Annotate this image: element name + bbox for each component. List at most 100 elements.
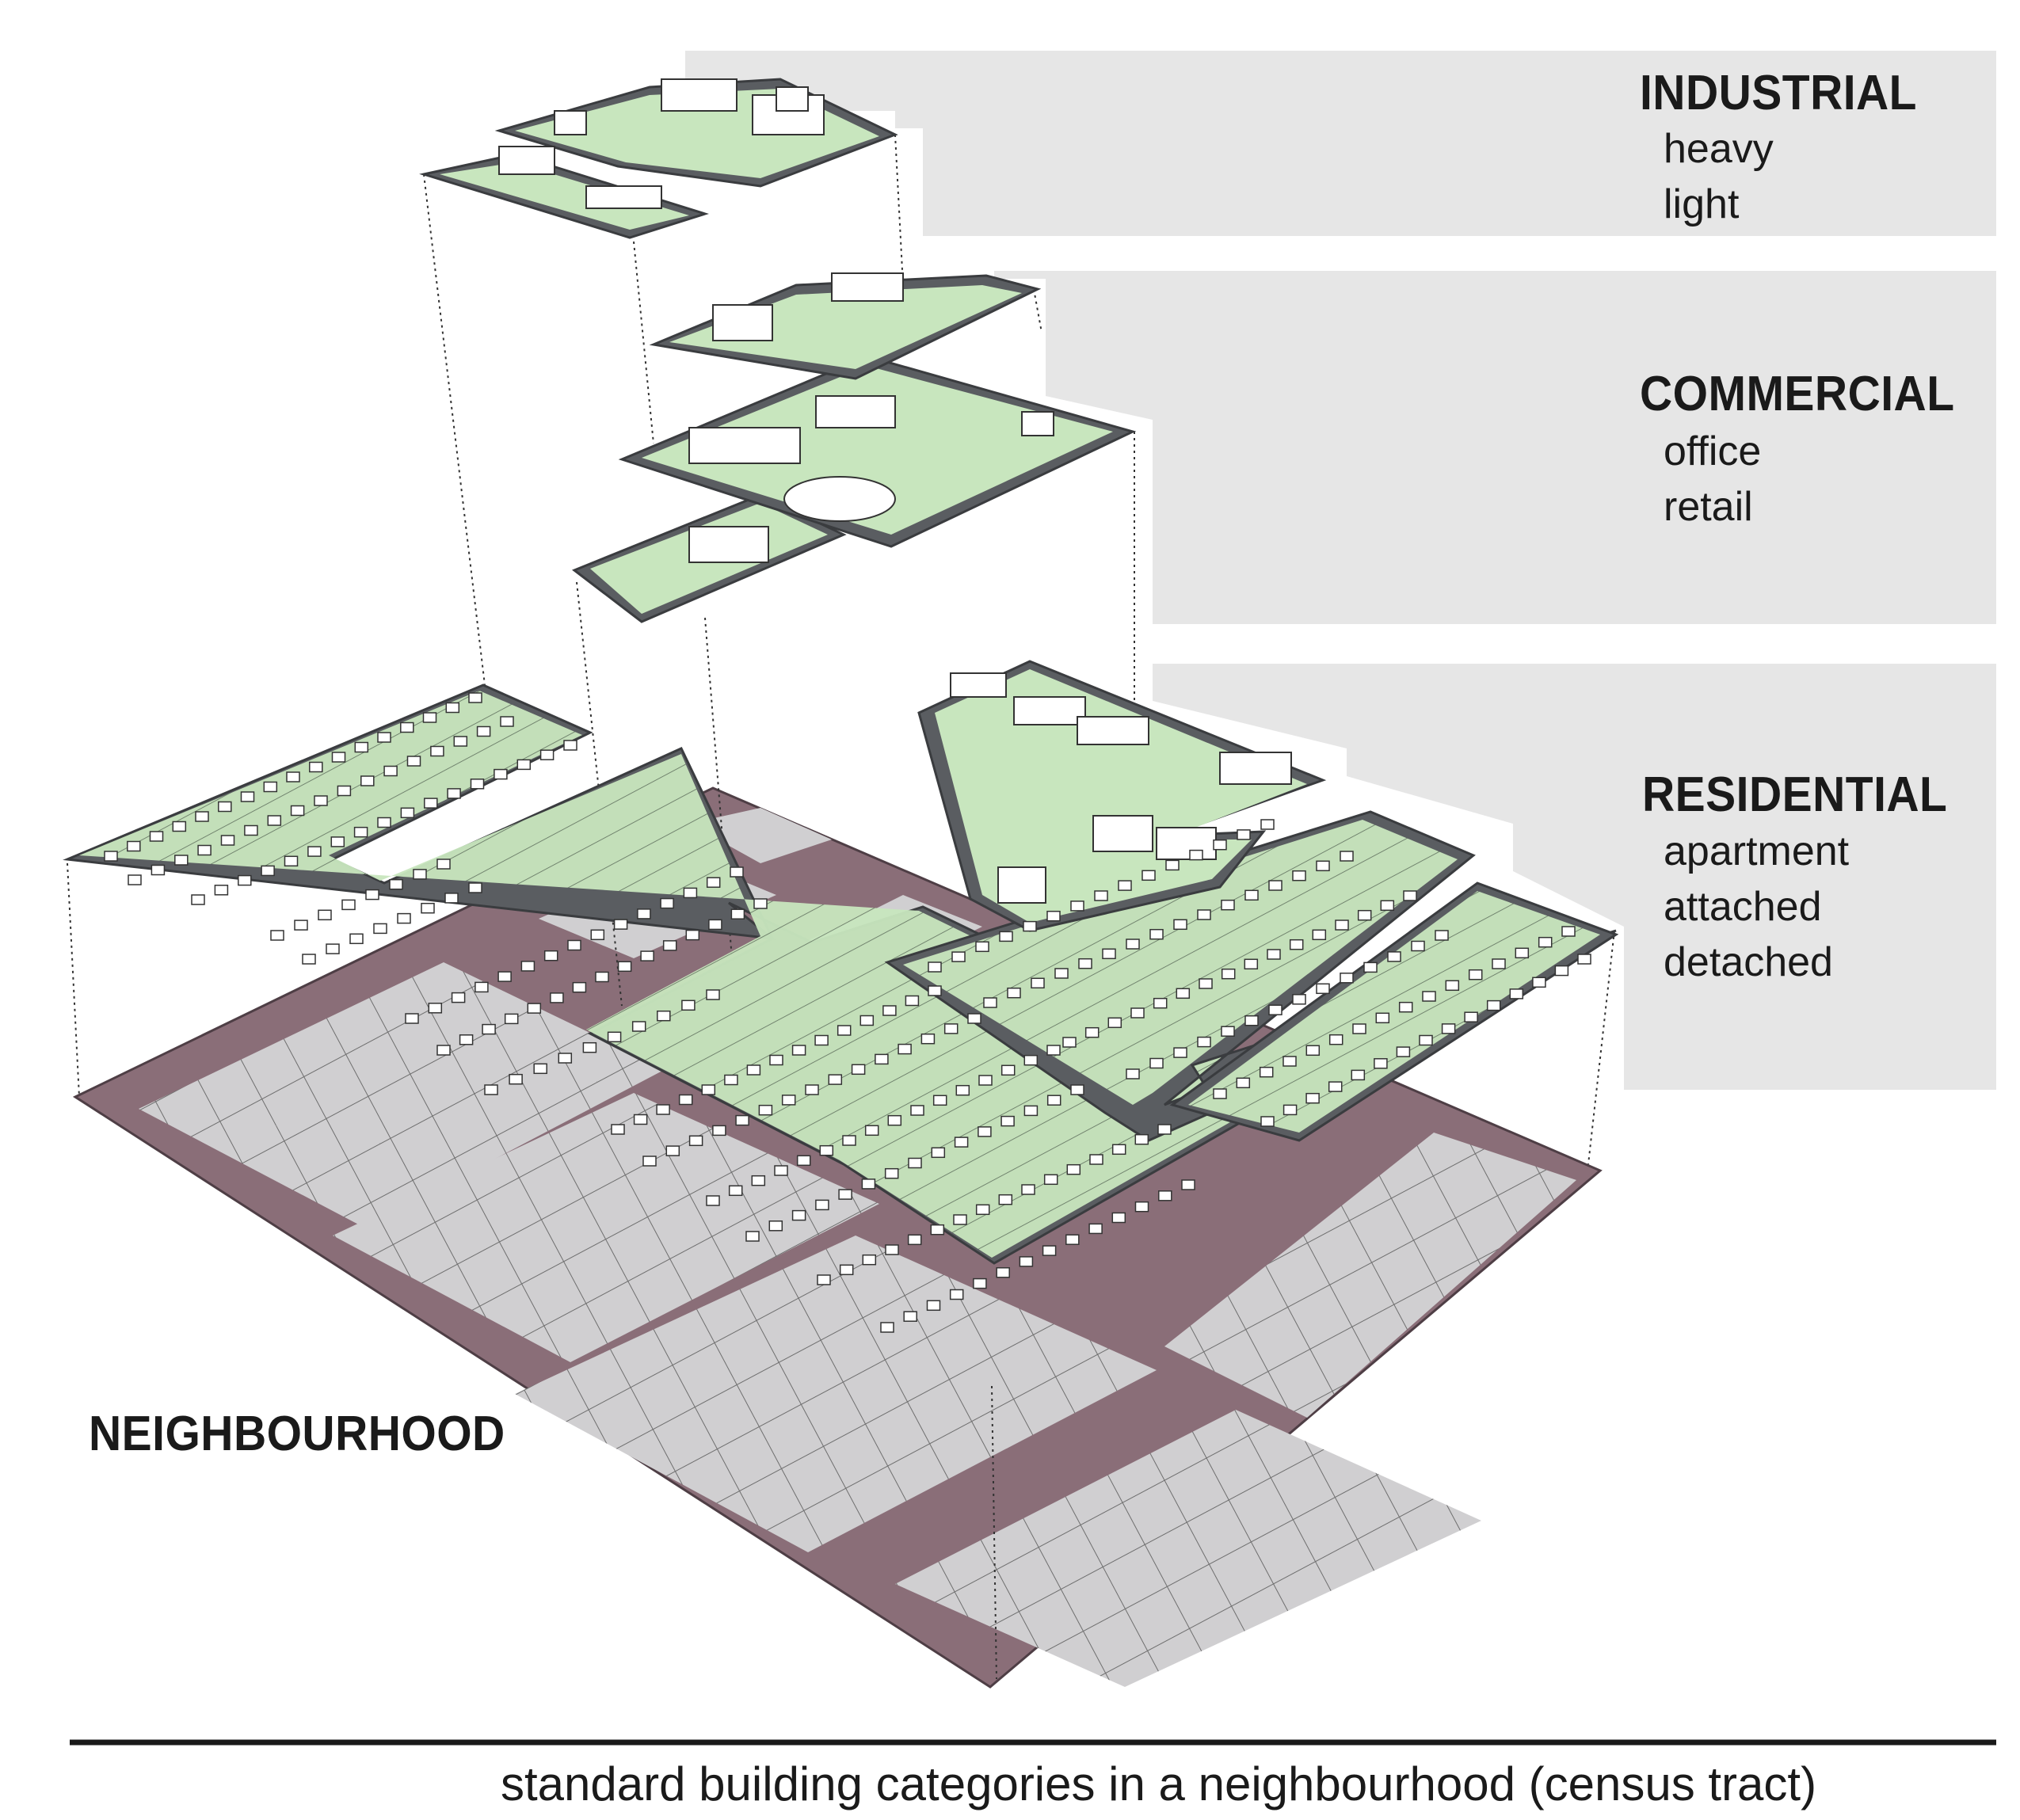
- house: [445, 702, 460, 714]
- house: [389, 878, 403, 890]
- house: [1062, 1037, 1077, 1048]
- house: [331, 752, 346, 763]
- house: [631, 1021, 646, 1032]
- house: [1000, 1115, 1015, 1127]
- house: [484, 1084, 498, 1095]
- house: [954, 1137, 969, 1148]
- house: [955, 1084, 970, 1096]
- house: [1107, 1017, 1122, 1029]
- commercial-title: COMMERCIAL: [1640, 367, 1955, 421]
- house: [1084, 1026, 1100, 1038]
- house: [1554, 965, 1569, 977]
- house: [640, 950, 654, 961]
- house: [563, 740, 577, 751]
- house: [1283, 1104, 1298, 1116]
- house: [422, 712, 437, 723]
- house: [191, 894, 205, 905]
- house: [1351, 1069, 1366, 1081]
- house: [745, 1231, 760, 1242]
- house: [728, 1185, 743, 1197]
- house: [377, 732, 391, 743]
- house: [978, 1075, 993, 1086]
- house: [660, 897, 674, 909]
- residential-title: RESIDENTIAL: [1642, 767, 1948, 822]
- house: [774, 1165, 788, 1176]
- house: [1149, 1057, 1164, 1069]
- house: [1396, 1046, 1411, 1057]
- house: [706, 989, 720, 1000]
- house: [1078, 958, 1092, 969]
- house: [383, 765, 398, 777]
- house: [1130, 1007, 1145, 1019]
- house: [405, 1013, 419, 1024]
- residential-panel: [1153, 664, 1996, 1090]
- house: [1486, 999, 1501, 1011]
- house: [1023, 920, 1037, 932]
- house: [932, 1095, 947, 1106]
- house: [665, 1145, 680, 1156]
- house: [1237, 829, 1251, 840]
- house: [476, 725, 491, 737]
- house: [903, 1311, 917, 1322]
- residential-subtype-detached: detached: [1664, 939, 1833, 985]
- house: [1244, 889, 1259, 901]
- house: [1411, 940, 1425, 952]
- house: [1357, 909, 1372, 921]
- house: [683, 887, 698, 899]
- house: [943, 1023, 959, 1034]
- house: [1118, 880, 1132, 891]
- house: [1387, 951, 1401, 962]
- house: [885, 1244, 899, 1255]
- industrial-subtype-light: light: [1664, 181, 1740, 227]
- house: [244, 824, 258, 836]
- house: [539, 749, 555, 760]
- house: [197, 844, 212, 856]
- house: [1043, 1174, 1058, 1186]
- residential-subtype-apartment: apartment: [1664, 828, 1850, 874]
- house: [817, 1274, 831, 1285]
- house: [1289, 939, 1304, 950]
- house: [908, 1157, 922, 1169]
- house: [497, 971, 512, 982]
- house: [1176, 988, 1191, 999]
- house: [791, 1209, 806, 1221]
- house: [1380, 900, 1395, 912]
- house: [928, 961, 942, 973]
- house: [1335, 920, 1349, 931]
- house: [330, 836, 345, 847]
- house: [1328, 1034, 1343, 1045]
- house: [397, 912, 411, 924]
- house: [337, 785, 352, 797]
- house: [1260, 1116, 1275, 1127]
- house: [1422, 991, 1436, 1002]
- house: [791, 1045, 806, 1056]
- house: [1398, 1001, 1413, 1013]
- house: [1244, 1015, 1259, 1026]
- house: [527, 1003, 542, 1014]
- house: [1042, 1245, 1057, 1256]
- house: [1244, 958, 1259, 970]
- house: [996, 1267, 1010, 1278]
- house: [681, 999, 696, 1011]
- house: [730, 908, 745, 920]
- house: [657, 1010, 671, 1022]
- house: [240, 791, 255, 802]
- base-lots-southeast: [895, 1410, 1481, 1687]
- house: [1352, 1023, 1366, 1034]
- house: [926, 1300, 941, 1312]
- house: [482, 1023, 496, 1035]
- base-block-north-1: [689, 808, 832, 863]
- house: [730, 866, 744, 878]
- house: [735, 1114, 749, 1126]
- house: [430, 745, 444, 757]
- house: [595, 971, 609, 983]
- house: [688, 1135, 703, 1147]
- residential-subtype-attached: attached: [1664, 884, 1822, 930]
- house: [1492, 958, 1506, 969]
- house: [1532, 977, 1546, 988]
- industrial-subtype-heavy: heavy: [1664, 126, 1774, 172]
- house: [1094, 890, 1108, 901]
- projection-lines: [67, 134, 1615, 1680]
- house: [864, 1125, 879, 1137]
